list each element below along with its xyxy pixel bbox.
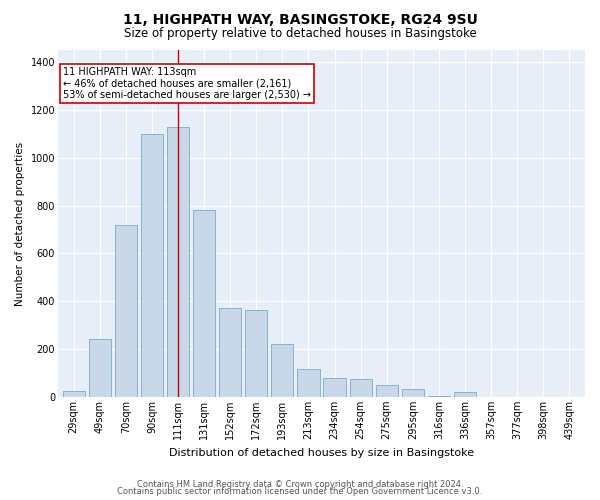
Bar <box>245 310 268 397</box>
Text: Contains HM Land Registry data © Crown copyright and database right 2024.: Contains HM Land Registry data © Crown c… <box>137 480 463 489</box>
Text: 11, HIGHPATH WAY, BASINGSTOKE, RG24 9SU: 11, HIGHPATH WAY, BASINGSTOKE, RG24 9SU <box>122 12 478 26</box>
Bar <box>141 134 163 397</box>
Bar <box>454 392 476 397</box>
Text: Size of property relative to detached houses in Basingstoke: Size of property relative to detached ho… <box>124 28 476 40</box>
Bar <box>193 210 215 397</box>
Text: Contains public sector information licensed under the Open Government Licence v3: Contains public sector information licen… <box>118 487 482 496</box>
X-axis label: Distribution of detached houses by size in Basingstoke: Distribution of detached houses by size … <box>169 448 474 458</box>
Bar <box>115 224 137 397</box>
Bar <box>271 344 293 397</box>
Y-axis label: Number of detached properties: Number of detached properties <box>15 142 25 306</box>
Bar <box>376 385 398 397</box>
Bar <box>402 388 424 397</box>
Bar <box>167 126 189 397</box>
Bar <box>62 391 85 397</box>
Bar <box>323 378 346 397</box>
Bar <box>298 370 320 397</box>
Bar <box>219 308 241 397</box>
Bar <box>350 379 372 397</box>
Bar <box>89 340 111 397</box>
Text: 11 HIGHPATH WAY: 113sqm
← 46% of detached houses are smaller (2,161)
53% of semi: 11 HIGHPATH WAY: 113sqm ← 46% of detache… <box>63 66 311 100</box>
